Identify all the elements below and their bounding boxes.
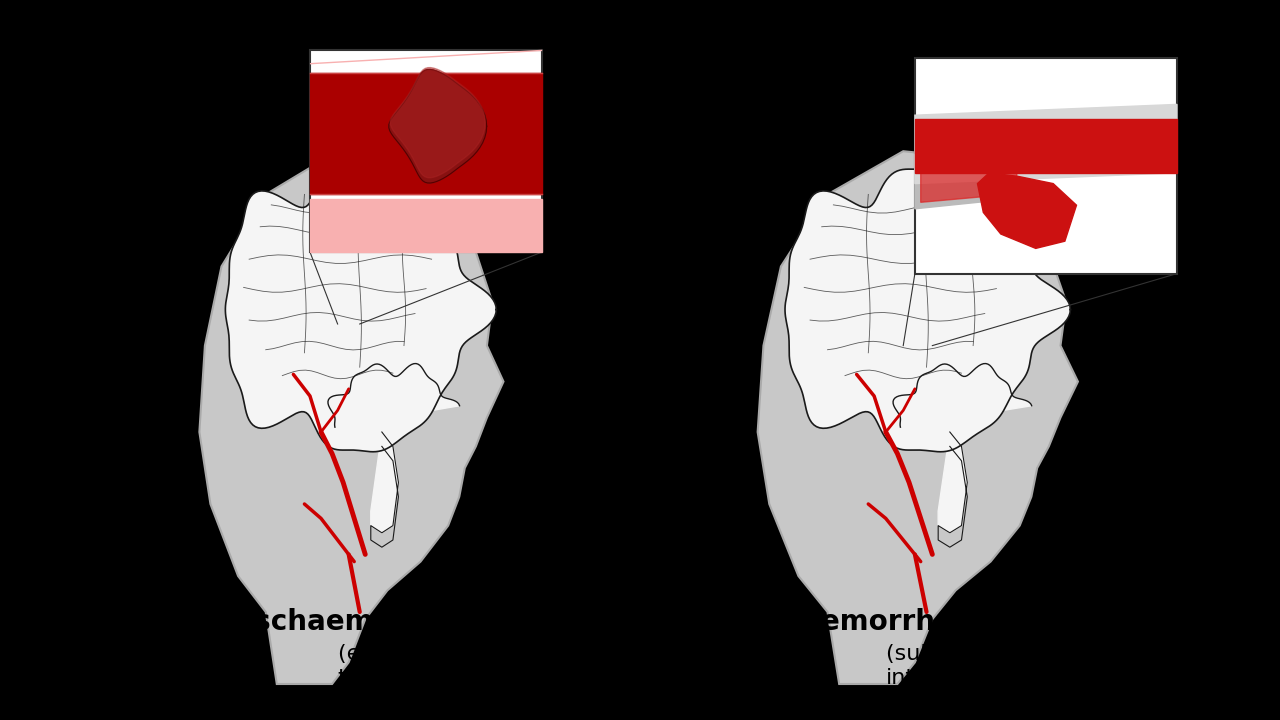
Polygon shape	[978, 173, 1076, 248]
Polygon shape	[758, 151, 1078, 684]
Text: (subarachnoid and
intracerebral): (subarachnoid and intracerebral)	[886, 644, 1094, 688]
Polygon shape	[328, 364, 460, 427]
Polygon shape	[915, 104, 1178, 184]
Text: Block: Block	[224, 25, 529, 122]
Polygon shape	[310, 199, 543, 252]
Polygon shape	[225, 168, 497, 451]
Polygon shape	[920, 150, 1016, 202]
Polygon shape	[310, 73, 543, 194]
Polygon shape	[915, 119, 1178, 173]
Polygon shape	[915, 144, 1020, 209]
Polygon shape	[389, 70, 486, 183]
Polygon shape	[310, 50, 543, 63]
Polygon shape	[200, 151, 503, 684]
Text: Ischaemic stroke: Ischaemic stroke	[244, 608, 508, 636]
Polygon shape	[390, 68, 485, 178]
Bar	[310, 50, 543, 252]
Text: (embolic and
thrombotic): (embolic and thrombotic)	[338, 644, 483, 688]
Polygon shape	[893, 364, 1032, 427]
Text: Bleed: Bleed	[785, 25, 1103, 122]
Polygon shape	[938, 432, 968, 533]
Polygon shape	[785, 168, 1070, 451]
Bar	[915, 58, 1178, 274]
Text: Haemorrhagic stroke: Haemorrhagic stroke	[780, 608, 1108, 636]
Polygon shape	[371, 432, 398, 533]
